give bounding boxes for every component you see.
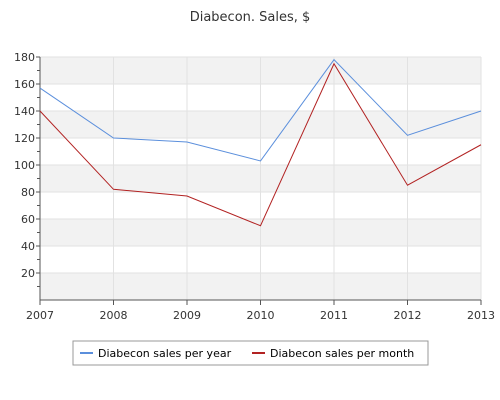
data-point [186,195,189,198]
x-tick-label: 2013 [467,309,495,322]
legend-box [72,340,429,366]
data-point [406,134,409,137]
x-tick-label: 2010 [247,309,275,322]
series-line-1 [39,58,482,162]
x-tick-label: 2009 [173,309,201,322]
y-tick-label: 160 [14,78,35,91]
data-point [259,224,262,227]
y-tick-label: 20 [21,267,35,280]
y-tick-label: 120 [14,132,35,145]
data-point [39,110,42,113]
x-tick-label: 2011 [320,309,348,322]
y-tick-label: 40 [21,240,35,253]
legend-label-1: Diabecon sales per year [98,347,232,360]
y-tick-label: 140 [14,105,35,118]
x-tick-label: 2007 [26,309,54,322]
data-point [480,110,483,113]
legend-label-2: Diabecon sales per month [270,347,414,360]
series-line-2 [39,62,482,227]
data-point [259,159,262,162]
data-point [112,137,115,140]
x-tick-label: 2008 [100,309,128,322]
data-point [39,87,42,90]
series-lines [39,58,483,227]
data-point [480,143,483,146]
y-tick-label: 180 [14,51,35,64]
legend: Diabecon sales per year Diabecon sales pe… [72,340,429,366]
data-point [186,141,189,144]
data-point [333,62,336,65]
chart-title: Diabecon. Sales, $ [190,10,311,25]
y-tick-label: 60 [21,213,35,226]
x-tick-label: 2012 [394,309,422,322]
y-tick-label: 80 [21,186,35,199]
axes: 20 40 60 80 100 120 140 160 180 2007 2008 2009 2010 2… [14,51,495,322]
data-point [112,188,115,191]
data-point [406,184,409,187]
y-tick-label: 100 [14,159,35,172]
data-point [333,58,336,61]
